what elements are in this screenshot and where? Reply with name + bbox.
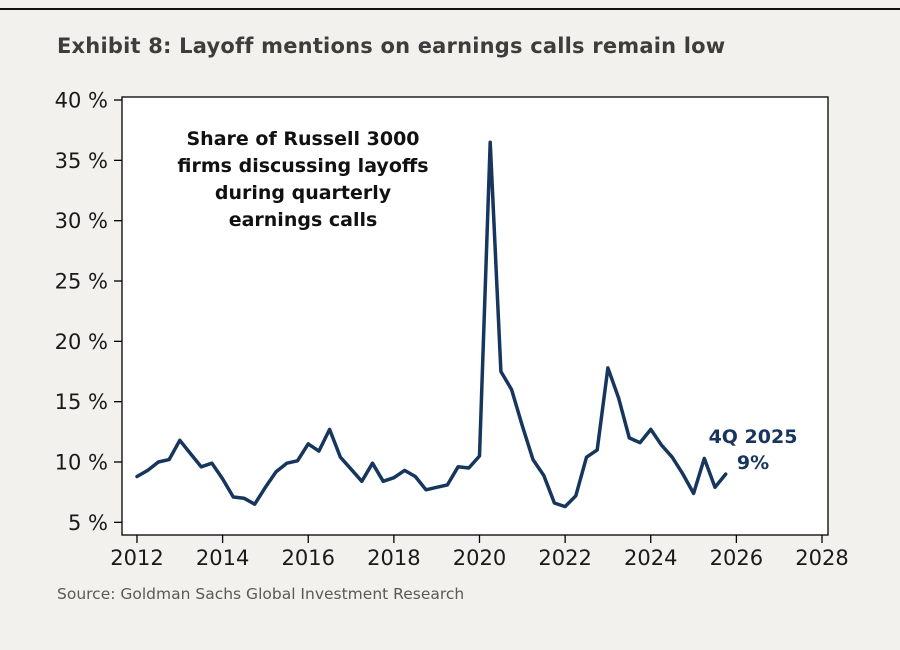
x-tick-label: 2028: [795, 546, 848, 570]
chart-note-line: earnings calls: [228, 209, 378, 231]
source-text: Source: Goldman Sachs Global Investment …: [57, 585, 465, 603]
y-tick-label: 30 %: [55, 209, 108, 233]
latest-value: 9%: [736, 452, 770, 474]
layoff-mentions-chart: 5 % 10 % 15 % 20 % 25 % 30 % 35 % 40 % 2012 2014 2…: [55, 89, 849, 570]
y-tick-label: 40 %: [55, 89, 108, 113]
exhibit-title: Exhibit 8: Layoff mentions on earnings c…: [57, 34, 726, 58]
chart-note-line: during quarterly: [214, 182, 392, 204]
x-tick-label: 2014: [196, 546, 249, 570]
y-tick-label: 15 %: [55, 390, 108, 414]
top-divider: [0, 8, 900, 10]
x-tick-label: 2026: [710, 546, 763, 570]
y-tick-label: 20 %: [55, 330, 108, 354]
y-tick-label: 10 %: [55, 451, 108, 475]
y-tick-label: 5 %: [68, 511, 108, 535]
x-tick-label: 2022: [538, 546, 591, 570]
latest-period: 4Q 2025: [708, 426, 798, 448]
y-tick-label: 35 %: [55, 149, 108, 173]
x-tick-label: 2012: [110, 546, 163, 570]
chart-note: Share of Russell 3000 firms discussing l…: [157, 126, 449, 234]
chart-note-line: firms discussing layoffs: [177, 155, 429, 177]
chart-note-line: Share of Russell 3000: [186, 128, 420, 150]
x-tick-label: 2024: [624, 546, 677, 570]
x-tick-label: 2016: [282, 546, 335, 570]
latest-value-label: 4Q 2025 9%: [695, 424, 811, 476]
y-tick-label: 25 %: [55, 270, 108, 294]
x-tick-label: 2020: [453, 546, 506, 570]
layoff-mentions-line: [135, 140, 728, 509]
x-tick-label: 2018: [367, 546, 420, 570]
